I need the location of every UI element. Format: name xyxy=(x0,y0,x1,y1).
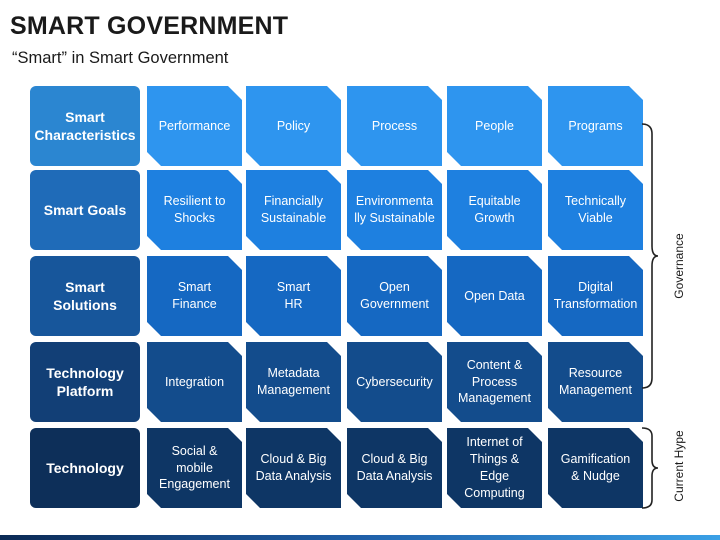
matrix-row: Technology Social & mobile Engagement Clou… xyxy=(0,428,720,508)
matrix-cell: Content & Process Management xyxy=(447,342,542,422)
matrix-cell: Internet of Things & Edge Computing xyxy=(447,428,542,508)
row-label: Technology xyxy=(30,428,140,508)
matrix-cell: Open Data xyxy=(447,256,542,336)
matrix-cell: Cybersecurity xyxy=(347,342,442,422)
row-label: Technology Platform xyxy=(30,342,140,422)
row-label: Smart Solutions xyxy=(30,256,140,336)
matrix-row: Smart Goals Resilient to Shocks Financiall… xyxy=(0,170,720,250)
matrix-cell: Metadata Management xyxy=(246,342,341,422)
matrix-cell: Resource Management xyxy=(548,342,643,422)
governance-brace xyxy=(641,123,659,389)
matrix-cell: Open Government xyxy=(347,256,442,336)
current-hype-label: Current Hype xyxy=(672,430,686,502)
matrix-row: Technology Platform Integration Metadata M… xyxy=(0,342,720,422)
bottom-accent-bar xyxy=(0,535,720,540)
matrix-cell: Programs xyxy=(548,86,643,166)
page-title: SMART GOVERNMENT xyxy=(10,12,289,40)
matrix-cell: Social & mobile Engagement xyxy=(147,428,242,508)
matrix-cell: Policy xyxy=(246,86,341,166)
matrix-cell: Equitable Growth xyxy=(447,170,542,250)
matrix-cell: Integration xyxy=(147,342,242,422)
current-hype-brace xyxy=(641,427,659,509)
matrix-cell: Resilient to Shocks xyxy=(147,170,242,250)
matrix-cell: Digital Transformation xyxy=(548,256,643,336)
page-subtitle: “Smart” in Smart Government xyxy=(12,49,229,67)
matrix-cell: Technically Viable xyxy=(548,170,643,250)
matrix-row: Smart Solutions Smart Finance Smart HR Open… xyxy=(0,256,720,336)
governance-label: Governance xyxy=(672,233,686,299)
row-label: Smart Characteristics xyxy=(30,86,140,166)
matrix-cell: Financially Sustainable xyxy=(246,170,341,250)
matrix-cell: Smart HR xyxy=(246,256,341,336)
matrix-cell: Gamification & Nudge xyxy=(548,428,643,508)
matrix-cell: Environmenta lly Sustainable xyxy=(347,170,442,250)
matrix-cell: Cloud & Big Data Analysis xyxy=(347,428,442,508)
row-label: Smart Goals xyxy=(30,170,140,250)
matrix-cell: Smart Finance xyxy=(147,256,242,336)
matrix-cell: Process xyxy=(347,86,442,166)
matrix-cell: People xyxy=(447,86,542,166)
matrix-row: Smart Characteristics Performance Policy Pr… xyxy=(0,86,720,166)
matrix-cell: Performance xyxy=(147,86,242,166)
matrix-cell: Cloud & Big Data Analysis xyxy=(246,428,341,508)
